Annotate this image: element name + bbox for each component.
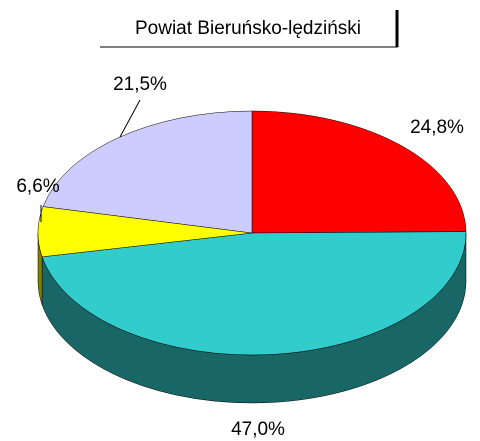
title-box <box>100 10 396 46</box>
data-label: 6,6% <box>16 176 59 197</box>
pie-slice <box>251 110 467 234</box>
pie-slice <box>41 231 467 356</box>
leader-line <box>119 99 141 138</box>
data-label: 24,8% <box>410 117 464 138</box>
pie-slice <box>42 110 253 234</box>
data-labels: 24,8% 47,0% 6,6% 21,5% <box>16 74 464 440</box>
pie-tops <box>37 110 467 356</box>
data-label: 21,5% <box>113 74 167 95</box>
data-label: 47,0% <box>231 419 285 440</box>
chart-title: Powiat Bieruńsko-lędziński <box>135 18 361 39</box>
